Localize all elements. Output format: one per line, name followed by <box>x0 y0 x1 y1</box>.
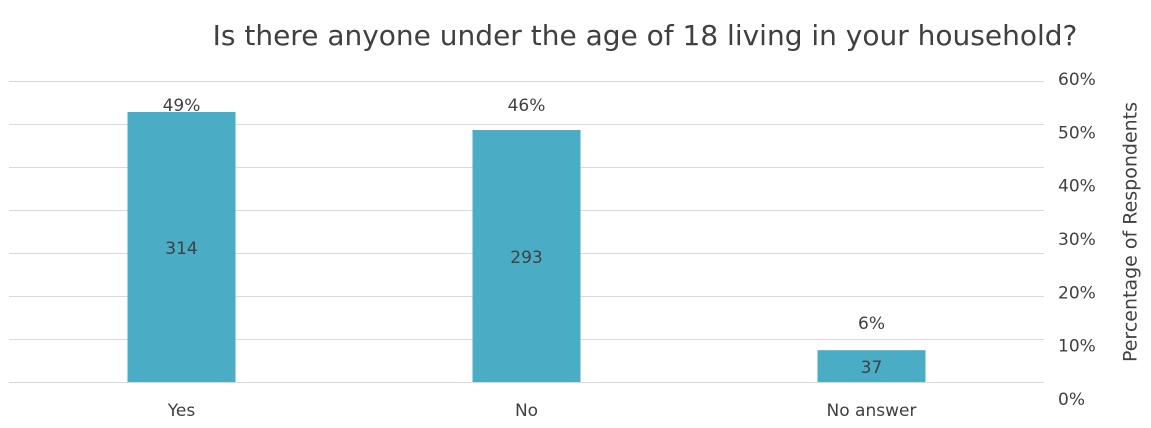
y2-tick-label: 10% <box>1058 337 1096 357</box>
bar-value-label: 314 <box>165 239 197 259</box>
y2-tick-label: 50% <box>1058 123 1096 143</box>
y2-tick-label: 0% <box>1058 390 1085 410</box>
bar-value-label: 37 <box>861 358 883 378</box>
y2-tick-label: 30% <box>1058 230 1096 250</box>
x-tick-label: No answer <box>827 401 917 421</box>
bar <box>472 130 581 382</box>
percent-label: 49% <box>163 96 201 116</box>
percent-label: 6% <box>858 314 885 334</box>
y2-tick-label: 40% <box>1058 177 1096 197</box>
x-tick-label: No <box>515 401 538 421</box>
percent-label: 46% <box>508 96 546 116</box>
x-tick-label: Yes <box>167 401 196 421</box>
bar <box>817 350 926 382</box>
bar <box>127 111 236 383</box>
y2-tick-label: 20% <box>1058 283 1096 303</box>
chart-title: Is there anyone under the age of 18 livi… <box>213 19 1078 52</box>
bar-value-label: 293 <box>510 248 542 268</box>
y2-tick-label: 60% <box>1058 70 1096 90</box>
y2-axis-title: Percentage of Respondents <box>1120 102 1142 362</box>
